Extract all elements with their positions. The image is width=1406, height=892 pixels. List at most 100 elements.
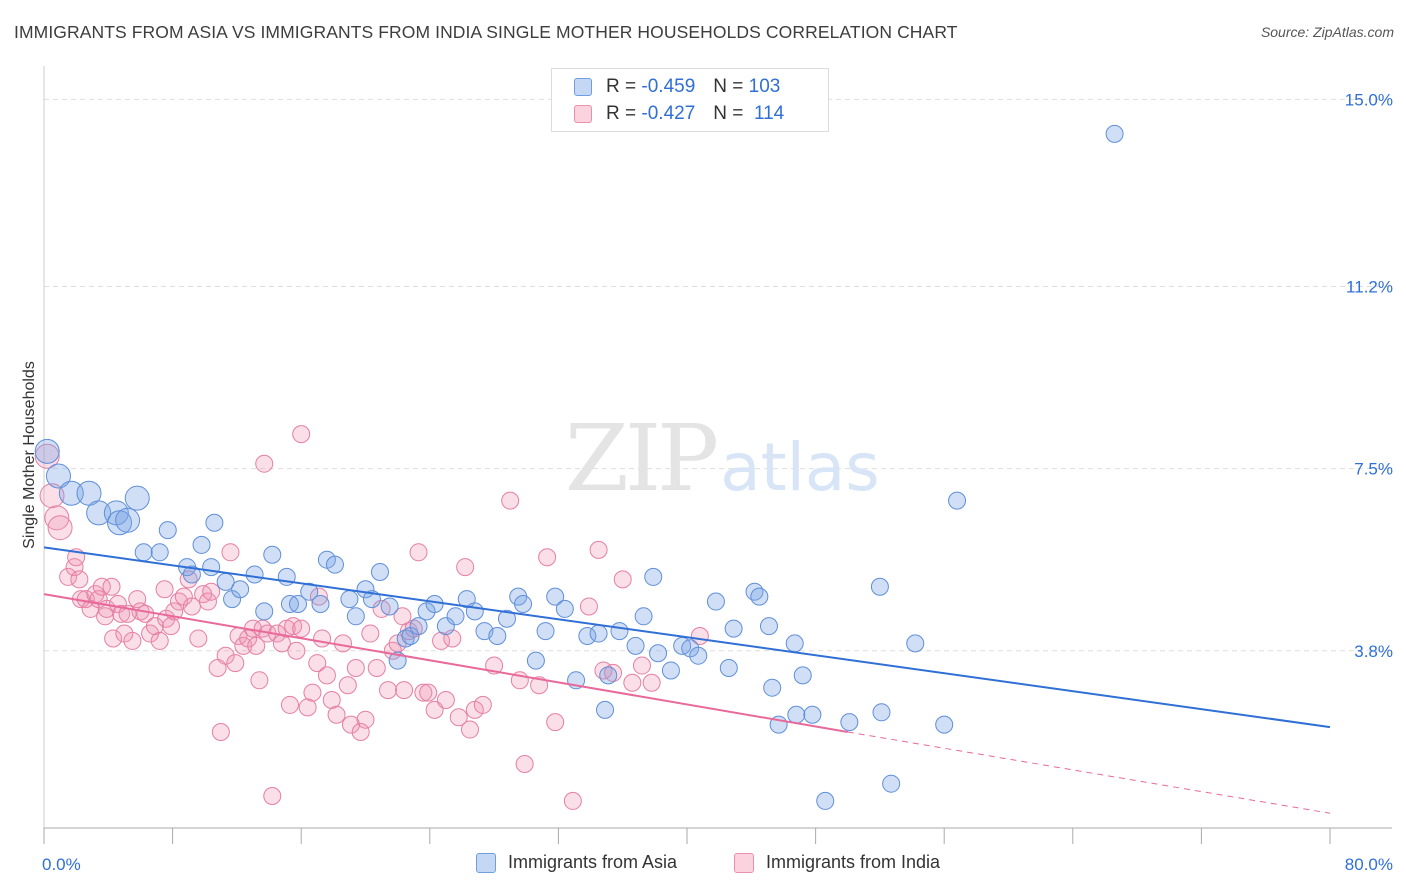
trend-lines — [43, 546, 1331, 814]
india-point — [102, 577, 121, 596]
india-point — [226, 654, 245, 673]
asia-point — [872, 703, 891, 722]
india-point — [432, 631, 451, 650]
india-point — [308, 654, 327, 673]
india-point — [538, 548, 557, 567]
india-swatch — [574, 105, 592, 123]
n-value-india: 114 — [753, 103, 785, 124]
india-trend-extension — [847, 731, 1331, 814]
asia-point — [124, 485, 150, 511]
asia-point — [661, 661, 680, 680]
india-point — [317, 666, 336, 685]
x-tick-label: 0.0% — [42, 855, 81, 874]
series-legend: Immigrants from Asia Immigrants from Ind… — [0, 852, 1406, 878]
watermark: ZIP atlas — [565, 405, 880, 512]
india-point — [623, 673, 642, 692]
asia-point — [245, 565, 264, 584]
asia-point — [803, 705, 822, 724]
india-point — [460, 720, 479, 739]
india-point — [322, 691, 341, 709]
india-point — [150, 631, 169, 650]
india-point — [263, 787, 282, 805]
india-point — [92, 577, 111, 596]
india-point — [255, 454, 274, 473]
y-tick-label: 7.5% — [1354, 460, 1393, 479]
india-point — [642, 673, 661, 692]
india-point — [393, 607, 412, 626]
series-india-points — [34, 425, 709, 810]
india-point — [292, 619, 311, 638]
x-tick-label: 80.0% — [1345, 855, 1393, 874]
india-trend-line — [43, 593, 848, 733]
india-point — [589, 540, 608, 559]
asia-point — [763, 678, 782, 697]
india-point — [579, 597, 598, 616]
india-point — [287, 641, 306, 660]
asia-point — [182, 565, 201, 584]
n-label: N = — [713, 103, 744, 124]
asia-point — [300, 582, 319, 601]
india-point — [280, 695, 299, 714]
india-point — [189, 629, 208, 648]
asia-point — [202, 558, 221, 577]
asia-point — [589, 624, 608, 643]
india-legend-swatch — [734, 852, 754, 873]
asia-point — [205, 513, 224, 532]
india-point — [104, 629, 123, 648]
asia-point — [785, 634, 804, 653]
india-point — [123, 631, 142, 650]
asia-point — [536, 622, 555, 641]
asia-legend-swatch — [476, 852, 496, 873]
india-point — [47, 515, 73, 541]
stats-legend-row-asia: R = -0.459 N = 103 — [574, 75, 780, 99]
india-point — [604, 663, 623, 682]
india-point — [546, 713, 565, 732]
asia-point — [86, 500, 112, 526]
india-point — [333, 634, 352, 653]
india-point — [414, 683, 433, 702]
india-point — [356, 710, 375, 729]
asia-trend-line — [43, 546, 1331, 729]
asia-point — [325, 555, 344, 574]
india-point — [211, 723, 230, 741]
axes — [43, 66, 1392, 844]
india-point — [515, 755, 534, 773]
asia-point — [599, 666, 618, 685]
n-label: N = — [713, 76, 744, 97]
india-point — [221, 543, 240, 562]
india-point — [456, 558, 475, 577]
legend-item-asia[interactable]: Immigrants from Asia — [476, 852, 677, 873]
asia-point — [750, 587, 769, 606]
asia-point — [514, 595, 533, 613]
india-point — [419, 683, 438, 702]
asia-point — [719, 659, 738, 677]
asia-point — [759, 617, 778, 636]
legend-item-india[interactable]: Immigrants from India — [734, 852, 940, 873]
asia-point — [555, 599, 574, 618]
india-point — [613, 570, 632, 589]
asia-swatch — [574, 78, 592, 96]
watermark-zip: ZIP — [565, 405, 716, 512]
asia-point — [793, 666, 812, 685]
stats-legend-row-india: R = -0.427 N = 114 — [574, 102, 784, 126]
asia-point — [380, 597, 399, 616]
asia-point — [816, 791, 835, 810]
asia-point — [626, 636, 645, 655]
asia-point — [649, 644, 668, 663]
asia-point — [724, 619, 743, 638]
asia-point — [263, 545, 282, 564]
legend-label-asia: Immigrants from Asia — [508, 852, 678, 872]
asia-point — [465, 602, 484, 621]
india-point — [96, 607, 115, 626]
asia-point — [192, 535, 211, 554]
asia-point — [882, 774, 901, 793]
asia-point — [346, 607, 365, 626]
asia-point — [362, 590, 381, 609]
n-value-asia: 103 — [748, 76, 781, 97]
india-point — [338, 676, 357, 695]
asia-point — [58, 480, 84, 506]
india-point — [202, 582, 221, 601]
gridlines — [44, 98, 1392, 652]
stats-legend: R = -0.459 N = 103 R = -0.427 N = 114 — [551, 68, 829, 132]
india-point — [70, 570, 89, 589]
